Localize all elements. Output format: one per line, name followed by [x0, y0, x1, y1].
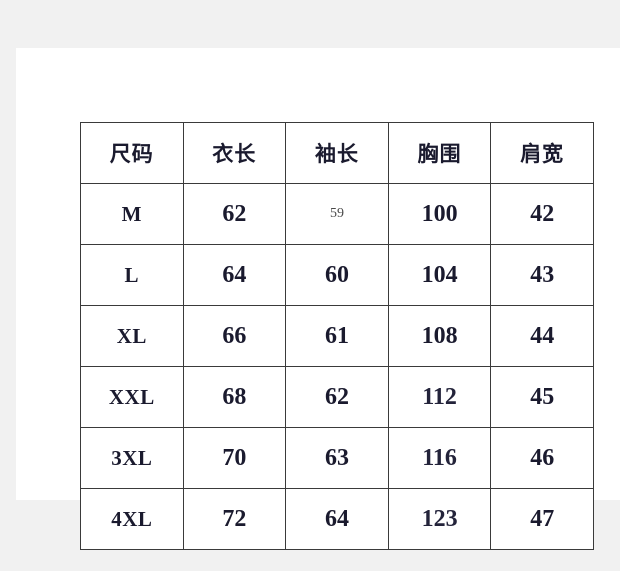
- cell-length: 66: [182, 305, 287, 367]
- cell-size: 3XL: [80, 427, 184, 489]
- cell-chest: 108: [387, 305, 492, 367]
- cell-length: 70: [182, 427, 287, 489]
- table-row: L 64 60 104 43: [80, 244, 594, 306]
- cell-sleeve: 63: [285, 427, 389, 489]
- cell-chest: 116: [387, 427, 492, 489]
- content-panel: 尺码 衣长 袖长 胸围 肩宽 M 62 59 100 42 L 64: [16, 48, 620, 550]
- table-header: 尺码 衣长 袖长 胸围 肩宽: [80, 122, 594, 184]
- cell-shoulder: 43: [490, 244, 594, 306]
- table-row: XL 66 61 108 44: [80, 305, 594, 367]
- column-header-sleeve: 袖长: [285, 122, 389, 184]
- cell-shoulder: 45: [490, 366, 594, 428]
- cell-shoulder: 42: [490, 183, 594, 245]
- cell-size: XL: [80, 305, 184, 367]
- column-header-size: 尺码: [80, 122, 184, 184]
- table-row: 3XL 70 63 116 46: [80, 427, 594, 489]
- table-header-row: 尺码 衣长 袖长 胸围 肩宽: [80, 122, 594, 184]
- cell-length: 64: [182, 244, 287, 306]
- cell-size: M: [80, 183, 184, 245]
- cell-length: 72: [182, 488, 287, 550]
- cell-chest: 104: [387, 244, 492, 306]
- cell-size: 4XL: [80, 488, 184, 550]
- cell-size: L: [80, 244, 184, 306]
- cell-length: 68: [182, 366, 287, 428]
- cell-size: XXL: [80, 366, 184, 428]
- cell-sleeve: 60: [285, 244, 389, 306]
- cell-chest: 123: [387, 488, 492, 550]
- table-body: M 62 59 100 42 L 64 60 104 43 XL 66 61: [80, 183, 594, 550]
- cell-sleeve: 62: [285, 366, 389, 428]
- cell-sleeve: 59: [285, 183, 389, 245]
- cell-shoulder: 44: [490, 305, 594, 367]
- cell-chest: 112: [387, 366, 492, 428]
- cell-length: 62: [182, 183, 287, 245]
- table-row: 4XL 72 64 123 47: [80, 488, 594, 550]
- cell-chest: 100: [387, 183, 492, 245]
- cell-sleeve: 64: [285, 488, 389, 550]
- table-row: M 62 59 100 42: [80, 183, 594, 245]
- cell-shoulder: 47: [490, 488, 594, 550]
- table-row: XXL 68 62 112 45: [80, 366, 594, 428]
- column-header-length: 衣长: [182, 122, 287, 184]
- column-header-chest: 胸围: [387, 122, 492, 184]
- column-header-shoulder: 肩宽: [490, 122, 594, 184]
- cell-shoulder: 46: [490, 427, 594, 489]
- cell-sleeve: 61: [285, 305, 389, 367]
- size-chart-table: 尺码 衣长 袖长 胸围 肩宽 M 62 59 100 42 L 64: [80, 122, 594, 550]
